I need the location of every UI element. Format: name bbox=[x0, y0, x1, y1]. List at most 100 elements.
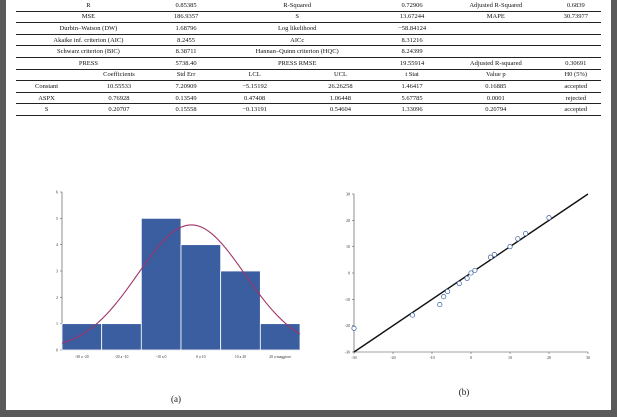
qq-plot-panel: -30 -20 -10 0 10 20 30 -30 -20 -10 0 10 20 30 bbox=[332, 184, 594, 374]
table-cell: 0.6839 bbox=[566, 1, 585, 9]
table-cell: 0.0001 bbox=[441, 91, 551, 104]
data-point bbox=[441, 294, 447, 300]
table-cell: 30.73977 bbox=[550, 10, 601, 23]
stats-row: Schwarz criterion (BIC) 8.38711 Hannan–Qui… bbox=[16, 45, 601, 58]
y-tick-label: -30 bbox=[345, 350, 350, 355]
table-cell: accepted bbox=[550, 103, 601, 116]
table-cell: rejected bbox=[550, 91, 601, 104]
table-cell: 0.30691 bbox=[550, 56, 601, 70]
y-tick-label: 0 bbox=[56, 348, 58, 353]
x-tick-label: 10 bbox=[508, 355, 512, 360]
stats-row: R 0.85385 R-Squared 0.72906 Adjusted R-Squar… bbox=[16, 0, 601, 11]
table-cell: 0.15558 bbox=[160, 103, 212, 116]
histogram-bar bbox=[61, 323, 103, 351]
y-tick-label: 6 bbox=[56, 190, 58, 195]
table-cell: Adjusted R-squared bbox=[441, 56, 551, 70]
data-point bbox=[351, 325, 357, 331]
table-cell: Coefficients bbox=[77, 68, 161, 81]
x-tick-label: 0 a 10 bbox=[196, 355, 205, 359]
data-point bbox=[487, 254, 494, 260]
histogram-panel: 0 1 2 3 4 5 6 -30 a -20 -20 a -10 -10 a 0 0 a 10 10… bbox=[48, 184, 306, 374]
table-cell: MSE bbox=[16, 10, 161, 23]
table-cell: 5738.40 bbox=[160, 56, 212, 70]
x-tick-label: -10 bbox=[429, 355, 434, 360]
table-cell: Value p bbox=[441, 68, 551, 81]
y-tick-label: 1 bbox=[56, 321, 58, 326]
table-cell: 19.55914 bbox=[383, 56, 442, 70]
table-cell bbox=[441, 33, 551, 46]
y-tick-label: 2 bbox=[56, 295, 58, 300]
data-point bbox=[523, 230, 529, 237]
table-cell: Constant bbox=[16, 80, 78, 93]
x-tick-label: 20 bbox=[547, 355, 551, 360]
table-cell: 26.26258 bbox=[297, 80, 384, 93]
table-cell: 0.76928 bbox=[77, 91, 161, 104]
table-cell: 0.20794 bbox=[441, 103, 551, 116]
histogram-bar bbox=[140, 217, 182, 351]
table-cell: 8.38711 bbox=[160, 45, 212, 58]
table-cell: 186.9357 bbox=[160, 10, 212, 23]
stats-row: MSE 186.9357 S 13.67244 MAPE 30.73977 bbox=[16, 10, 601, 23]
x-tick-label: 0 bbox=[470, 355, 472, 360]
x-tick-label: 20 a maggiore bbox=[269, 355, 291, 359]
table-cell: PRESS bbox=[16, 56, 161, 70]
data-point bbox=[515, 236, 521, 242]
table-cell: −5.15192 bbox=[211, 80, 298, 93]
histogram-chart: 0 1 2 3 4 5 6 -30 a -20 -20 a -10 -10 a 0 0 a 10 10… bbox=[56, 190, 301, 359]
y-tick-label: -10 bbox=[345, 297, 350, 302]
table-cell: 1.33096 bbox=[383, 103, 442, 116]
coef-row: Constant 10.55533 7.20909 −5.15192 26.26258 1… bbox=[16, 80, 601, 93]
table-cell: Log likelihood bbox=[211, 22, 384, 35]
table-cell: S bbox=[16, 103, 78, 116]
table-cell bbox=[550, 33, 601, 46]
table-cell: Std Err bbox=[160, 68, 212, 81]
x-tick-label: -20 a -10 bbox=[115, 355, 129, 359]
x-tick-label: 30 bbox=[586, 355, 590, 360]
table-cell: −58.84124 bbox=[383, 22, 442, 35]
table-cell: 8.24399 bbox=[383, 45, 442, 58]
table-cell: 5.67785 bbox=[383, 91, 442, 104]
table-cell: 10.55533 bbox=[77, 80, 161, 93]
table-cell: accepted bbox=[550, 80, 601, 93]
coef-row: S 0.20707 0.15558 −0.13191 0.54604 1.33096 0.2… bbox=[16, 103, 601, 116]
x-tick-label: -30 a -20 bbox=[75, 355, 89, 359]
table-cell: Schwarz criterion (BIC) bbox=[16, 45, 161, 58]
data-point bbox=[507, 244, 513, 250]
histogram-bar bbox=[101, 323, 142, 351]
table-cell: −0.13191 bbox=[211, 103, 298, 116]
x-tick-label: -10 a 0 bbox=[156, 355, 167, 359]
x-tick-label: -20 bbox=[390, 355, 395, 360]
table-cell: t Stat bbox=[383, 68, 442, 81]
data-point bbox=[546, 215, 552, 221]
caption-b: (b) bbox=[458, 387, 470, 397]
table-cell: MAPE bbox=[441, 10, 551, 23]
data-point bbox=[437, 302, 443, 308]
coef-header-row: Coefficients Std Err LCL UCL t Stat Value p H0… bbox=[16, 68, 601, 81]
table-cell bbox=[16, 68, 78, 81]
y-tick-label: 3 bbox=[56, 269, 58, 274]
table-cell: 7.20909 bbox=[160, 80, 212, 93]
table-cell: 8.2455 bbox=[160, 33, 212, 46]
normal-curve bbox=[61, 224, 301, 344]
coef-row: ASPX 0.76928 0.13549 0.47408 1.06448 5.67785 0… bbox=[16, 91, 601, 104]
table-cell: 1.06448 bbox=[297, 91, 384, 104]
data-point bbox=[491, 252, 497, 258]
table-cell: 0.54604 bbox=[297, 103, 384, 116]
data-point bbox=[409, 312, 416, 318]
y-tick-label: -20 bbox=[345, 323, 350, 328]
data-point bbox=[445, 288, 451, 294]
table-cell: R-Squared bbox=[283, 1, 312, 9]
stats-row: Akaike inf. criterion (AIC) 8.2455 AICc 8.3… bbox=[16, 33, 601, 46]
table-cell: 1.68796 bbox=[160, 22, 212, 35]
table-cell: ASPX bbox=[16, 91, 78, 104]
table-cell bbox=[550, 45, 601, 58]
table-cell: 0.72906 bbox=[401, 1, 423, 9]
table-cell: 0.85385 bbox=[175, 1, 197, 9]
table-cell: Durbin–Watson (DW) bbox=[16, 22, 161, 35]
table-cell: Hannan–Quinn criterion (HQC) bbox=[211, 45, 384, 58]
table-cell: H0 (5%) bbox=[550, 68, 601, 81]
table-cell: 0.16885 bbox=[441, 80, 551, 93]
caption-a: (a) bbox=[171, 394, 181, 404]
table-cell: R bbox=[86, 1, 91, 9]
table-cell: AICc bbox=[211, 33, 384, 46]
